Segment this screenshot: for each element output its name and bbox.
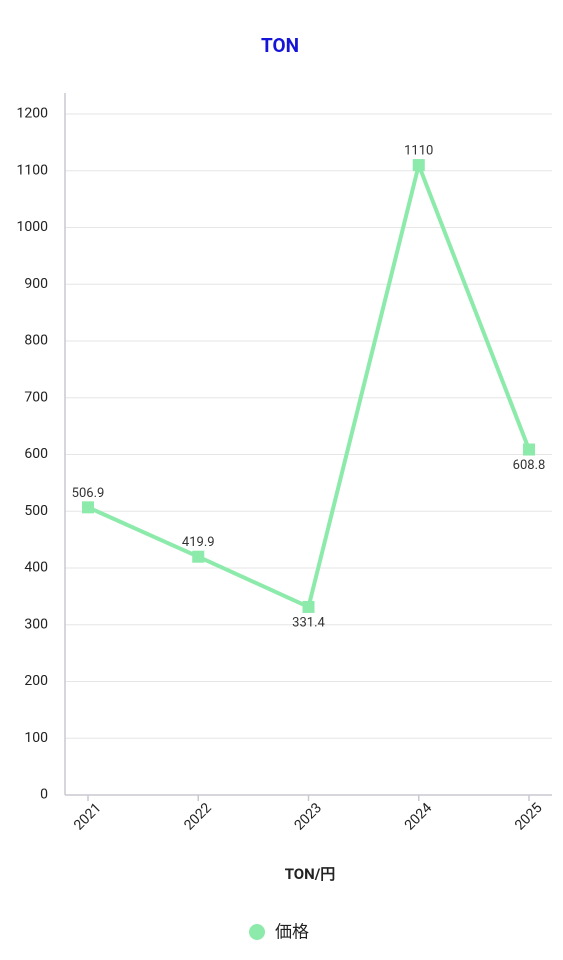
x-tick-label: 2021 (71, 800, 105, 834)
y-tick-label: 400 (24, 560, 48, 576)
y-tick-label: 800 (24, 333, 48, 349)
point (192, 550, 205, 563)
x-tick-label: 2025 (512, 800, 546, 834)
point (302, 600, 315, 613)
chart-title: TON (261, 34, 299, 57)
y-tick-label: 1200 (17, 106, 49, 122)
y-tick-label: 600 (24, 446, 48, 462)
point (523, 443, 535, 456)
legend-marker (249, 924, 265, 940)
data-label: 331.4 (292, 615, 325, 630)
x-tick-label: 2024 (402, 800, 436, 834)
data-label: 419.9 (182, 535, 215, 550)
data-label: 506.9 (72, 486, 105, 501)
data-label: 1110 (404, 144, 433, 159)
y-tick-label: 1100 (17, 162, 49, 178)
point (412, 159, 425, 172)
y-tick-label: 700 (24, 389, 48, 405)
y-tick-label: 900 (24, 276, 48, 292)
point (82, 501, 94, 514)
y-tick-label: 100 (24, 730, 48, 746)
y-tick-label: 0 (40, 787, 48, 803)
y-tick-label: 300 (24, 616, 48, 632)
x-tick-label: 2022 (181, 800, 215, 834)
y-tick-label: 1000 (17, 219, 49, 235)
series-line (87, 163, 531, 609)
data-label: 608.8 (513, 458, 546, 473)
y-tick-label: 200 (24, 673, 48, 689)
y-tick-label: 500 (24, 503, 48, 519)
legend-label: 価格 (275, 922, 309, 942)
x-axis-title: TON/円 (285, 865, 336, 883)
x-tick-label: 2023 (292, 800, 326, 834)
